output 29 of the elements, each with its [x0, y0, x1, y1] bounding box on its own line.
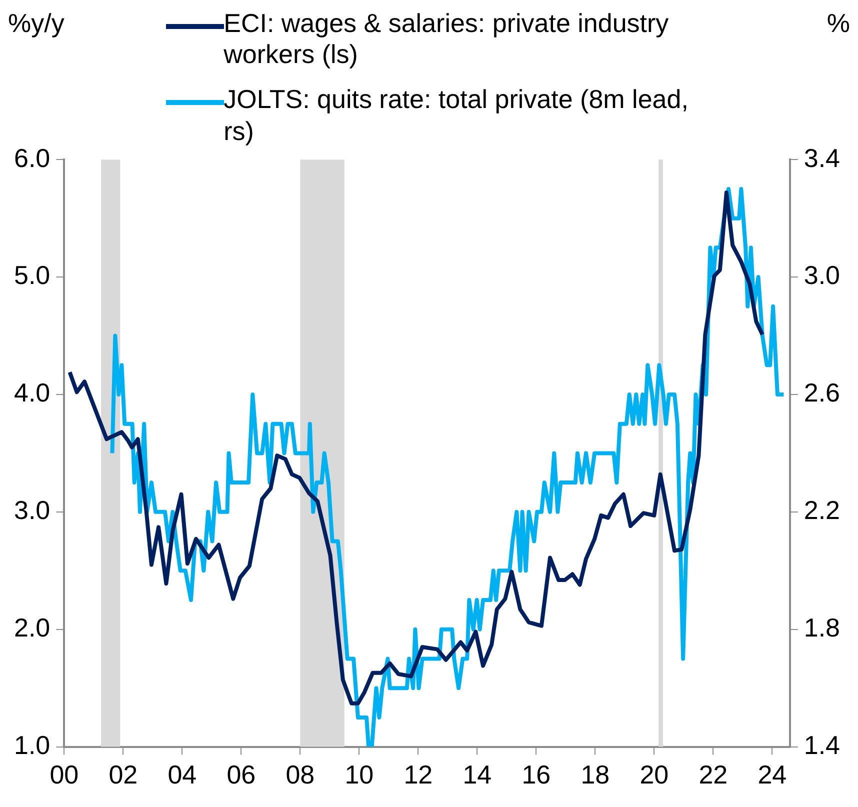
x-tick-label: 08 [286, 760, 315, 790]
y-tick-label: 3.0 [14, 495, 50, 526]
y2-tick-label: 3.4 [804, 142, 840, 173]
y-tick-label: 1.0 [14, 730, 50, 760]
x-tick-label: 12 [404, 760, 433, 790]
x-tick-label: 24 [758, 760, 787, 790]
x-tick-label: 20 [640, 760, 669, 790]
x-tick-label: 02 [108, 760, 138, 790]
y2-tick-label: 1.4 [804, 730, 840, 760]
x-tick-label: 18 [580, 760, 610, 790]
x-tick-label: 06 [226, 760, 256, 790]
x-tick-label: 16 [522, 760, 551, 790]
y-tick-label: 4.0 [14, 378, 50, 408]
y-tick-label: 2.0 [14, 612, 50, 643]
x-tick-label: 22 [698, 760, 728, 790]
x-tick-label: 14 [462, 760, 492, 790]
x-tick-label: 00 [50, 760, 79, 790]
y2-axis-title: % [826, 8, 850, 40]
y-tick-label: 6.0 [14, 142, 50, 173]
y2-tick-label: 2.6 [804, 378, 840, 408]
legend-label: JOLTS: quits rate: total private (8m lead, rs) [224, 84, 690, 147]
y-axis-title: %y/y [8, 8, 64, 40]
legend-label: ECI: wages & salaries: private industry workers (ls) [224, 8, 670, 70]
y-tick-label: 5.0 [14, 260, 50, 290]
y2-tick-label: 1.8 [804, 612, 840, 643]
y2-tick-label: 3.0 [804, 260, 840, 290]
x-tick-label: 04 [168, 760, 197, 790]
x-tick-label: 10 [344, 760, 374, 790]
y2-tick-label: 2.2 [804, 495, 840, 526]
